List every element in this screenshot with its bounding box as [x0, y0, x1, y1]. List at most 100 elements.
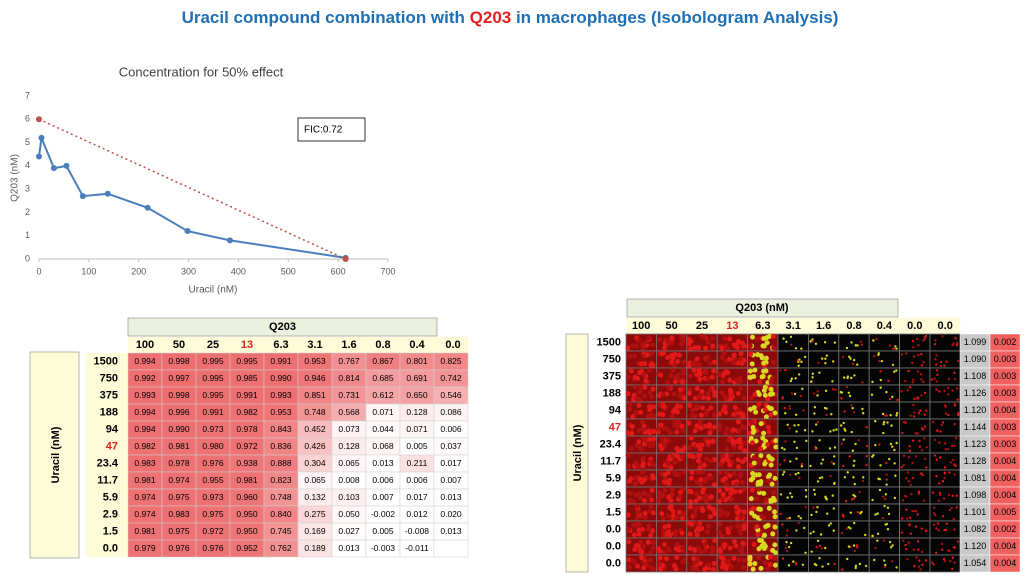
cell-spot: [699, 442, 705, 448]
image-tile: [838, 401, 870, 420]
cell-spot: [627, 564, 633, 570]
cell-spot: [804, 506, 808, 509]
cell-spot: [750, 471, 756, 477]
cell-spot: [912, 355, 916, 358]
cell-spot: [935, 363, 938, 366]
cell-spot: [738, 471, 744, 477]
image-tile: [868, 350, 901, 369]
cell-spot: [783, 448, 786, 451]
cell-spot: [793, 424, 796, 427]
cell-spot: [955, 494, 958, 497]
cell-spot: [789, 492, 792, 495]
image-tile: [777, 537, 809, 556]
x-tick-label: 200: [131, 266, 146, 276]
cell-spot: [940, 542, 944, 546]
cell-spot: [700, 508, 706, 514]
cell-spot: [631, 532, 637, 538]
cell-spot: [938, 491, 942, 495]
table-cell: [433, 539, 469, 558]
cell-spot: [932, 563, 935, 566]
cell-spot: [734, 515, 740, 521]
cell-spot: [912, 346, 915, 349]
cell-spot: [933, 438, 937, 442]
panel-row-label: 5.9: [606, 472, 621, 484]
cell-spot: [900, 353, 904, 356]
cell-spot: [762, 392, 768, 398]
cell-spot: [690, 361, 696, 367]
cell-spot: [759, 514, 765, 520]
row-header: Uracil (nM): [50, 426, 62, 483]
row-label-bg: [86, 540, 128, 557]
cell-spot: [675, 372, 681, 378]
cell-spot: [672, 422, 678, 428]
cell-spot: [647, 557, 653, 563]
cell-spot: [865, 454, 868, 458]
cell-spot: [751, 405, 757, 411]
cell-value: 0.982: [134, 441, 156, 451]
cell-spot: [796, 359, 800, 362]
cell-spot: [664, 338, 670, 344]
cell-spot: [741, 395, 747, 401]
cell-spot: [830, 413, 833, 416]
cell-spot: [659, 511, 665, 517]
cell-spot: [756, 457, 762, 463]
cell-spot: [669, 413, 675, 419]
annotation-box: [297, 117, 366, 142]
cell-spot: [941, 421, 945, 424]
cell-spot: [634, 542, 640, 548]
cell-value: 0.953: [270, 407, 292, 417]
cell-spot: [833, 455, 836, 458]
cell-spot: [952, 517, 955, 521]
cell-spot: [911, 339, 915, 343]
cell-spot: [650, 566, 656, 572]
cell-spot: [761, 336, 767, 342]
cell-spot: [850, 498, 854, 501]
cell-spot: [827, 524, 831, 527]
cell-spot: [784, 368, 787, 372]
cell-spot: [920, 394, 923, 397]
cell-spot: [708, 494, 714, 500]
cell-spot: [707, 361, 713, 367]
cell-spot: [945, 522, 948, 525]
cell-spot: [951, 343, 954, 347]
cell-spot: [847, 526, 850, 529]
y-tick-label: 3: [25, 184, 30, 194]
cell-value: 0.275: [304, 509, 326, 519]
cell-spot: [704, 529, 710, 535]
cell-spot: [846, 557, 849, 561]
cell-spot: [893, 462, 896, 465]
cell-spot: [740, 412, 746, 418]
cell-value: 0.742: [440, 373, 462, 383]
data-point: [342, 256, 349, 262]
cell-spot: [636, 427, 642, 433]
cell-spot: [908, 523, 911, 527]
cell-spot: [717, 411, 723, 417]
cell-spot: [722, 404, 728, 410]
cell-spot: [738, 378, 744, 384]
cell-spot: [809, 340, 812, 343]
cell-spot: [650, 545, 656, 551]
panel-row-label: 94: [609, 404, 622, 416]
cell-spot: [698, 412, 704, 418]
cell-spot: [669, 487, 675, 493]
cell-spot: [724, 346, 730, 352]
cell-spot: [712, 538, 718, 544]
cell-spot: [781, 523, 784, 526]
cell-spot: [861, 407, 864, 411]
cell-value: 0.974: [168, 475, 190, 485]
cell-spot: [665, 354, 671, 360]
cell-spot: [785, 534, 788, 537]
cell-spot: [696, 362, 702, 368]
cell-spot: [756, 401, 762, 407]
cell-spot: [736, 464, 742, 470]
cell-spot: [850, 376, 853, 380]
cell-spot: [792, 560, 795, 563]
cell-spot: [901, 431, 904, 435]
cell-spot: [886, 528, 890, 531]
cell-spot: [677, 387, 683, 393]
cell-spot: [752, 392, 758, 398]
cell-spot: [700, 469, 706, 475]
cell-spot: [678, 391, 684, 397]
cell-spot: [719, 533, 725, 539]
cell-value: 0.990: [168, 424, 190, 434]
